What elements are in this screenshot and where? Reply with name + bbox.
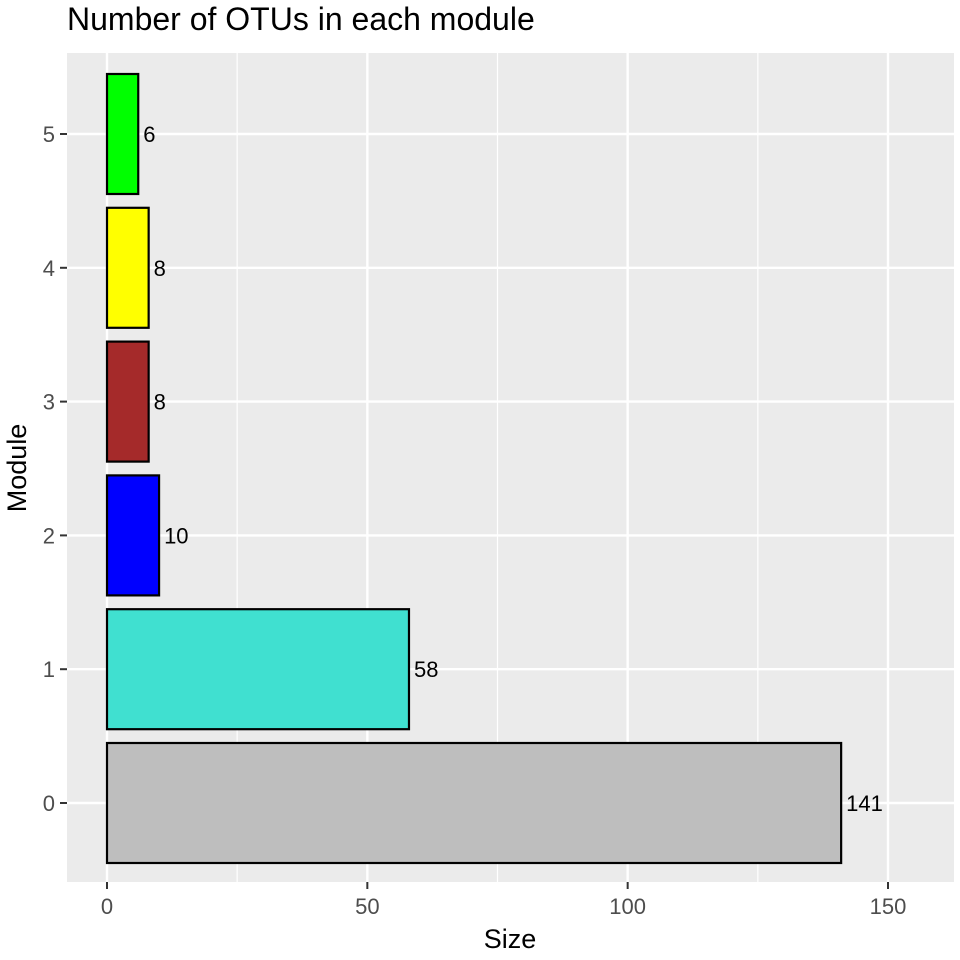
y-tick-label: 0 [43, 791, 55, 816]
bar-value-label: 58 [414, 657, 438, 682]
x-tick-label: 0 [101, 894, 113, 919]
bar-module-0 [105, 741, 843, 865]
bar-module-4 [105, 206, 150, 329]
x-tick-label: 150 [870, 894, 907, 919]
bar-module-2 [105, 474, 161, 597]
x-axis-title: Size [484, 924, 537, 954]
y-tick-label: 1 [43, 657, 55, 682]
bar-module-3 [105, 340, 150, 463]
x-tick-label: 50 [355, 894, 379, 919]
chart-title: Number of OTUs in each module [67, 1, 535, 37]
bar-value-label: 141 [846, 791, 883, 816]
bar-value-label: 6 [143, 122, 155, 147]
y-axis: 0 1 2 3 4 5 [43, 122, 67, 816]
y-tick-label: 4 [43, 256, 55, 281]
x-tick-label: 100 [609, 894, 646, 919]
x-axis: 0 50 100 150 [101, 882, 906, 919]
bar-value-label: 8 [154, 256, 166, 281]
y-tick-label: 3 [43, 390, 55, 415]
bars: 141 58 10 8 8 6 [105, 72, 883, 865]
bar-module-5 [105, 72, 140, 196]
bar-value-label: 8 [154, 390, 166, 415]
bar-module-1 [105, 608, 411, 731]
bar-value-label: 10 [164, 523, 188, 548]
y-tick-label: 5 [43, 122, 55, 147]
y-tick-label: 2 [43, 523, 55, 548]
y-axis-title: Module [2, 424, 32, 513]
